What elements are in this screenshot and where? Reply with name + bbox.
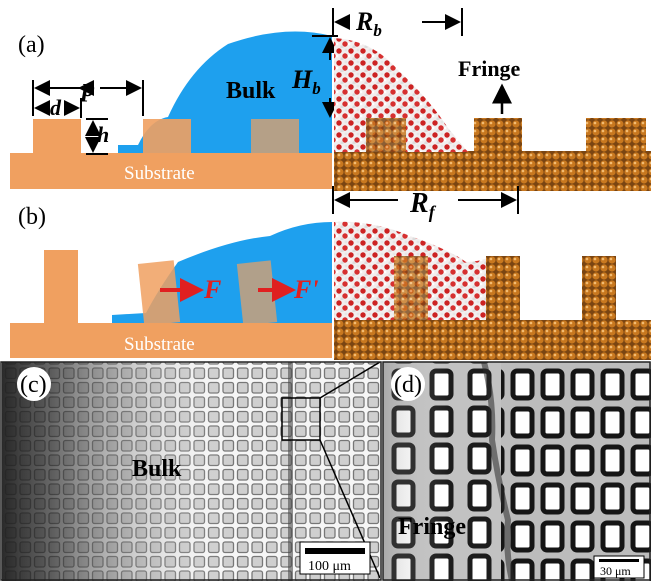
contact-line-d (481, 362, 515, 581)
panel-d-border (382, 361, 651, 581)
zoom-box-c (281, 397, 321, 441)
scale-bar-label-c: 100 μm (308, 559, 351, 574)
panel-c: 100 μm Bulk (c) (2, 362, 380, 581)
label-d: d (50, 95, 62, 120)
md-substrate-b (334, 320, 651, 360)
label-hb: Hb (291, 65, 321, 98)
contact-line-c (288, 362, 293, 581)
dimension-d (34, 98, 82, 118)
dimension-h (85, 118, 108, 155)
md-simulation-a (334, 38, 651, 191)
pillar-a1 (33, 119, 81, 154)
pillar-b3 (236, 260, 278, 326)
panel-label-d-bg (391, 367, 425, 401)
panel-d: 30 μm Fringe (d) (383, 362, 651, 581)
substrate-a (10, 153, 332, 189)
md-pillar-b2 (486, 256, 520, 320)
dimension-rb (332, 8, 463, 36)
md-pillar-a2 (474, 118, 522, 152)
md-pillar-a1 (366, 118, 406, 152)
label-rf: Rf (409, 188, 437, 222)
md-substrate-a (334, 151, 651, 191)
substrate-b (10, 323, 332, 358)
pillar-a2 (143, 119, 191, 154)
zoom-line-1 (319, 362, 380, 399)
scale-bar-box-c (299, 541, 371, 575)
dimension-rf (332, 186, 519, 214)
pillar-b2 (137, 260, 181, 326)
panel-label-a: (a) (18, 32, 45, 58)
scale-bar-label-d: 30 μm (600, 564, 631, 578)
label-p: p (80, 73, 95, 102)
substrate-label-a: Substrate (124, 163, 195, 184)
panel-label-c: (c) (20, 372, 47, 398)
substrate-label-b: Substrate (124, 334, 195, 355)
fringe-label-d: Fringe (398, 514, 466, 540)
micrograph-d-right (501, 362, 651, 581)
force-label-2: F' (293, 275, 319, 304)
dimension-p (32, 80, 144, 116)
force-label-1: F (203, 275, 221, 304)
panel-a: (a) p d h Bulk Hb Rb Fringe Substrate (10, 7, 651, 191)
label-h: h (97, 122, 109, 147)
fringe-label: Fringe (458, 56, 521, 81)
md-pillar-b1 (394, 256, 428, 320)
md-simulation-b (334, 221, 651, 360)
panel-b: F F' (b) Rf Substrate (10, 186, 651, 360)
pillar-b1 (44, 250, 78, 324)
label-rb: Rb (355, 7, 382, 40)
md-pillar-b3 (582, 256, 616, 320)
panel-label-d: (d) (394, 372, 422, 398)
bulk-label-c: Bulk (132, 456, 182, 482)
bulk-label-a: Bulk (226, 78, 276, 104)
panel-label-b: (b) (18, 204, 46, 230)
pillar-a3 (251, 119, 299, 154)
scale-bar-d (599, 559, 639, 562)
scale-bar-c (305, 548, 365, 554)
panel-label-c-bg (17, 367, 51, 401)
panel-c-border (0, 361, 382, 581)
md-pillar-a3 (586, 118, 646, 152)
